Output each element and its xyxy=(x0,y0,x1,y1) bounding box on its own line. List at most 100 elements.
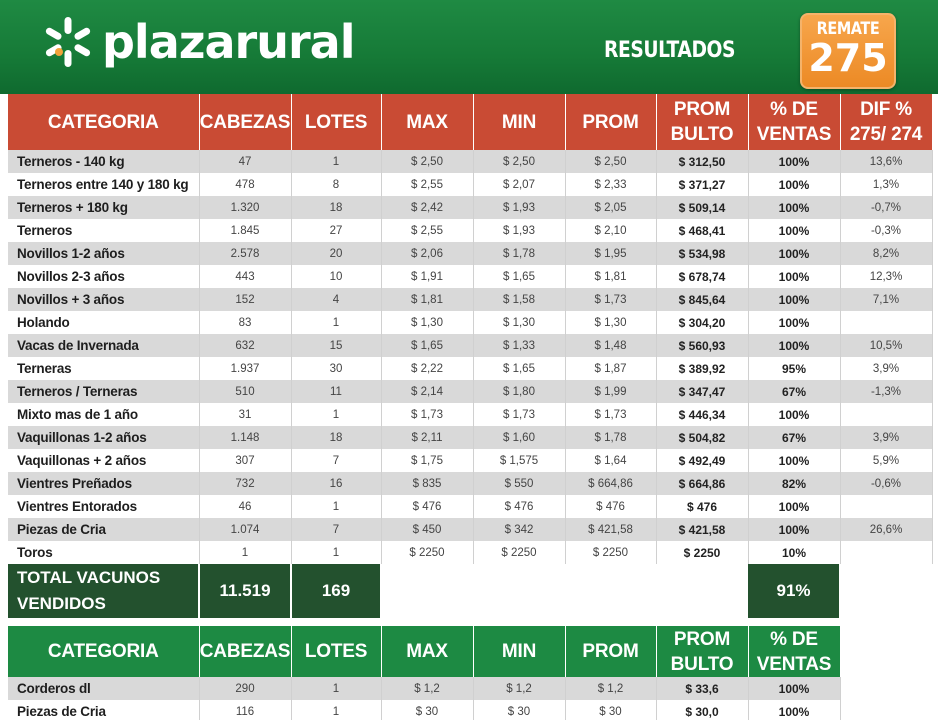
blank-cell xyxy=(840,564,932,618)
column-header-text: MIN xyxy=(501,641,537,662)
column-header: CATEGORIA xyxy=(8,626,200,677)
row-cell: $ 342 xyxy=(473,518,566,541)
column-header-text: % DE xyxy=(770,99,818,120)
row-category: Piezas de Cria xyxy=(8,700,200,720)
total-label: TOTAL VACUNOS VENDIDOS xyxy=(8,564,200,618)
row-category: Terneros xyxy=(8,219,200,242)
row-category: Terneros / Terneras xyxy=(8,380,200,403)
row-cell: $ 33,6 xyxy=(656,677,749,700)
row-cell xyxy=(840,311,933,334)
row-cell: 31 xyxy=(199,403,292,426)
column-header-text: PROM xyxy=(673,628,731,650)
row-cell: $ 1,93 xyxy=(473,219,566,242)
total-ventas: 91% xyxy=(748,564,841,618)
row-cell: 47 xyxy=(199,150,292,173)
section-divider xyxy=(0,620,938,626)
column-header: % DE VENTAS xyxy=(748,626,841,677)
row-cell: 1.845 xyxy=(199,219,292,242)
row-cell: 2.578 xyxy=(199,242,292,265)
row-cell: 1 xyxy=(291,541,382,564)
total-label-line1: TOTAL VACUNOS xyxy=(17,568,161,587)
row-cell: 100% xyxy=(748,196,841,219)
blank-cell xyxy=(473,564,565,618)
row-category: Terneros + 180 kg xyxy=(8,196,200,219)
row-cell: 8,2% xyxy=(840,242,933,265)
column-header-text: CABEZAS xyxy=(199,641,291,662)
row-cell: 67% xyxy=(748,380,841,403)
row-cell: 7 xyxy=(291,518,382,541)
row-cell: $ 2,55 xyxy=(381,173,474,196)
row-cell: 443 xyxy=(199,265,292,288)
row-cell: $ 371,27 xyxy=(656,173,749,196)
row-cell: 3,9% xyxy=(840,357,933,380)
row-cell: $ 678,74 xyxy=(656,265,749,288)
row-cell: 16 xyxy=(291,472,382,495)
row-cell: 46 xyxy=(199,495,292,518)
row-cell: 4 xyxy=(291,288,382,311)
row-cell: 100% xyxy=(748,677,841,700)
column-header: CATEGORIA xyxy=(8,94,200,150)
row-cell: 100% xyxy=(748,518,841,541)
row-cell: 1 xyxy=(291,311,382,334)
table-row: Terneros / Terneras 510 11 $ 2,14 $ 1,80 $ 1,… xyxy=(8,380,933,403)
row-category: Novillos 1-2 años xyxy=(8,242,200,265)
row-cell: $ 2250 xyxy=(565,541,657,564)
row-cell: $ 421,58 xyxy=(656,518,749,541)
row-cell: $ 2,50 xyxy=(565,150,657,173)
row-cell: $ 1,73 xyxy=(565,403,657,426)
table-row: Corderos dl 290 1 $ 1,2 $ 1,2 $ 1,2 $ 33,6 100% xyxy=(8,677,932,700)
column-header-text: PROM xyxy=(582,111,639,133)
row-cell: 478 xyxy=(199,173,292,196)
blank-cell xyxy=(656,564,748,618)
table-row: Terneros + 180 kg 1.320 18 $ 2,42 $ 1,93 $ 2,… xyxy=(8,196,933,219)
row-category: Terneros - 140 kg xyxy=(8,150,200,173)
row-cell: $ 1,65 xyxy=(381,334,474,357)
table-row: Piezas de Cria 1.074 7 $ 450 $ 342 $ 421,58 $ … xyxy=(8,518,933,541)
table-row: Holando 83 1 $ 1,30 $ 1,30 $ 1,30 $ 304,20 100% xyxy=(8,311,933,334)
section-title: RESULTADOS xyxy=(604,38,736,63)
row-cell: $ 1,58 xyxy=(473,288,566,311)
row-cell: 1 xyxy=(291,150,382,173)
row-cell: $ 2250 xyxy=(473,541,566,564)
column-header: MIN xyxy=(473,94,566,150)
row-cell: $ 1,30 xyxy=(473,311,566,334)
row-category: Vaquillonas + 2 años xyxy=(8,449,200,472)
row-cell: $ 476 xyxy=(381,495,474,518)
row-cell: 7 xyxy=(291,449,382,472)
column-header: PROM xyxy=(565,626,657,677)
row-cell: $ 389,92 xyxy=(656,357,749,380)
row-cell: 83 xyxy=(199,311,292,334)
column-header: DIF % 275/ 274 xyxy=(840,94,933,150)
row-cell: $ 664,86 xyxy=(656,472,749,495)
row-cell: 1.074 xyxy=(199,518,292,541)
row-cell: 10 xyxy=(291,265,382,288)
brand-logo: plazarural xyxy=(40,10,355,74)
row-cell: $ 664,86 xyxy=(565,472,657,495)
column-header-text: MIN xyxy=(501,111,537,133)
row-cell: 116 xyxy=(199,700,292,720)
row-cell: $ 1,99 xyxy=(565,380,657,403)
row-cell: $ 2250 xyxy=(381,541,474,564)
row-cell: $ 1,2 xyxy=(473,677,566,700)
row-category: Vaquillonas 1-2 años xyxy=(8,426,200,449)
row-cell: $ 1,81 xyxy=(565,265,657,288)
row-cell: 632 xyxy=(199,334,292,357)
table-row: Mixto mas de 1 año 31 1 $ 1,73 $ 1,73 $ 1,73 $… xyxy=(8,403,933,426)
row-cell: $ 2,10 xyxy=(565,219,657,242)
row-cell: 30 xyxy=(291,357,382,380)
row-cell: 82% xyxy=(748,472,841,495)
row-cell: $ 534,98 xyxy=(656,242,749,265)
row-cell: $ 2,11 xyxy=(381,426,474,449)
remate-label: REMATE xyxy=(816,19,880,39)
row-cell: 100% xyxy=(748,265,841,288)
table-row: Vacas de Invernada 632 15 $ 1,65 $ 1,33 $ 1,4… xyxy=(8,334,933,357)
row-cell: 1 xyxy=(291,700,382,720)
row-cell: $ 2,42 xyxy=(381,196,474,219)
row-cell: $ 2,07 xyxy=(473,173,566,196)
row-cell: 100% xyxy=(748,288,841,311)
table-row: Novillos 2-3 años 443 10 $ 1,91 $ 1,65 $ 1,81… xyxy=(8,265,933,288)
column-header-text: CATEGORIA xyxy=(47,641,159,662)
column-header-text: 275/ 274 xyxy=(849,124,923,145)
row-cell: 5,9% xyxy=(840,449,933,472)
row-category: Vientres Entorados xyxy=(8,495,200,518)
